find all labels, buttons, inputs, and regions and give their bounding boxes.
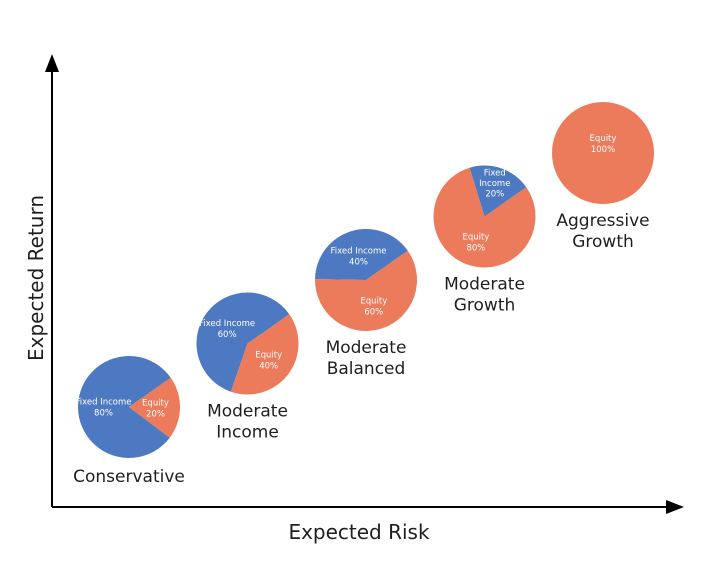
portfolio-label: Moderate bbox=[207, 402, 288, 422]
slice-label: Equity bbox=[590, 134, 617, 144]
slice-value: 20% bbox=[485, 190, 504, 200]
portfolio-label: Conservative bbox=[73, 467, 185, 487]
slice-value: 80% bbox=[94, 409, 113, 419]
pie-slice-fixed-income bbox=[77, 355, 171, 458]
pie-slice-equity bbox=[552, 102, 654, 204]
slice-label: Fixed Income bbox=[330, 247, 386, 257]
slice-value: 40% bbox=[349, 258, 368, 268]
slice-value: 60% bbox=[364, 307, 383, 317]
x-axis-title: Expected Risk bbox=[288, 520, 430, 544]
slice-label: Fixed bbox=[484, 169, 506, 179]
pie-slice-fixed-income bbox=[315, 229, 408, 280]
slice-label: Equity bbox=[360, 296, 387, 306]
pie-slice-equity bbox=[315, 250, 418, 332]
portfolio-label: Income bbox=[216, 423, 279, 443]
slice-label: Equity bbox=[255, 351, 282, 361]
y-axis-title: Expected Return bbox=[24, 195, 48, 361]
slice-label: Fixed Income bbox=[75, 398, 131, 408]
slice-label: Equity bbox=[142, 399, 169, 409]
x-axis-arrow-icon bbox=[666, 500, 684, 514]
pie-slice-fixed-income bbox=[469, 165, 527, 217]
y-axis-arrow-icon bbox=[45, 54, 59, 72]
pie-slice-equity bbox=[129, 377, 180, 438]
portfolio-label: Aggressive bbox=[556, 211, 649, 231]
portfolio-label: Growth bbox=[454, 296, 516, 316]
pie-slice-fixed-income bbox=[196, 292, 290, 392]
slice-value: 80% bbox=[466, 244, 485, 254]
portfolio-label: Growth bbox=[572, 232, 634, 252]
axes bbox=[45, 54, 684, 514]
slice-label: Income bbox=[479, 179, 510, 189]
slice-label: Equity bbox=[462, 233, 489, 243]
slice-value: 20% bbox=[146, 410, 165, 420]
pie-slice-equity bbox=[230, 314, 299, 395]
slice-label: Fixed Income bbox=[199, 319, 255, 329]
slice-value: 40% bbox=[259, 362, 278, 372]
portfolio-label: Moderate bbox=[444, 275, 525, 295]
pie-slice-equity bbox=[433, 167, 536, 268]
slice-value: 60% bbox=[218, 330, 237, 340]
portfolio-label: Moderate bbox=[326, 338, 407, 358]
portfolio-label: Balanced bbox=[327, 359, 406, 379]
slice-value: 100% bbox=[591, 145, 615, 155]
